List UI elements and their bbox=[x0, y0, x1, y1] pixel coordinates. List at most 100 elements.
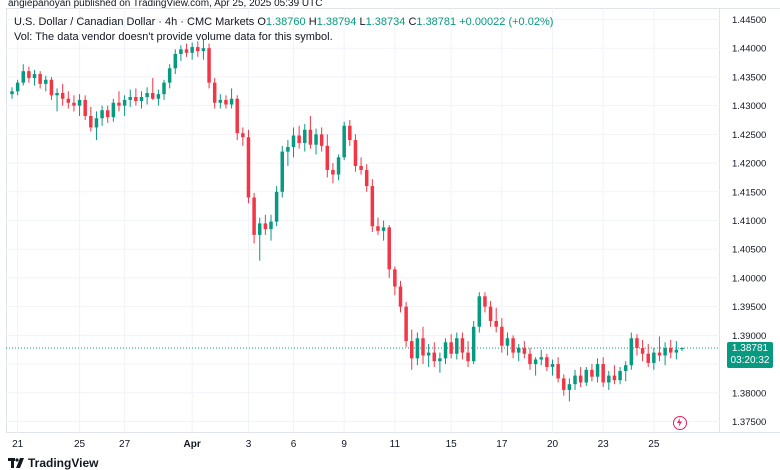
candle bbox=[325, 134, 330, 178]
brand-footer[interactable]: TradingView bbox=[8, 456, 98, 470]
candle-body bbox=[122, 99, 127, 106]
price-axis[interactable] bbox=[720, 8, 780, 433]
candle-body bbox=[27, 71, 31, 79]
candle-body bbox=[308, 129, 313, 145]
candle bbox=[516, 343, 521, 362]
candle-body bbox=[359, 165, 363, 170]
candle-body bbox=[269, 221, 273, 230]
candle bbox=[584, 366, 589, 386]
candle-body bbox=[393, 269, 397, 287]
y-tick-label: 1.43000 bbox=[732, 101, 766, 112]
candle bbox=[348, 119, 352, 146]
candle bbox=[100, 105, 104, 126]
candle-layer bbox=[10, 39, 684, 402]
candle bbox=[657, 336, 662, 362]
candle bbox=[533, 357, 538, 376]
candle bbox=[111, 98, 116, 122]
y-tick-label: 1.38000 bbox=[732, 388, 766, 399]
candle-body bbox=[567, 384, 572, 390]
candle-body bbox=[89, 115, 93, 128]
candle bbox=[410, 329, 414, 370]
candle-body bbox=[680, 348, 684, 350]
candle bbox=[387, 225, 391, 278]
candle-body bbox=[595, 364, 600, 377]
candle-body bbox=[162, 82, 166, 95]
candle-body bbox=[494, 321, 498, 327]
candle-body bbox=[443, 342, 448, 359]
candle bbox=[376, 217, 380, 235]
y-tick-label: 1.42000 bbox=[732, 159, 766, 170]
candle-body bbox=[15, 82, 20, 92]
candle-body bbox=[207, 48, 211, 83]
candle-body bbox=[336, 157, 341, 175]
candle bbox=[212, 78, 217, 109]
y-tick-label: 1.43500 bbox=[732, 72, 766, 83]
candle bbox=[601, 357, 605, 388]
candle-body bbox=[151, 93, 155, 99]
y-tick-label: 1.41000 bbox=[732, 216, 766, 227]
candle-body bbox=[364, 169, 369, 187]
candle bbox=[134, 88, 138, 106]
candle bbox=[668, 339, 673, 359]
candle-body bbox=[257, 223, 262, 235]
legend-ohlc: U.S. Dollar / Canadian Dollar · 4h · CMC… bbox=[14, 16, 553, 28]
symbol-title[interactable]: U.S. Dollar / Canadian Dollar · 4h · CMC… bbox=[14, 16, 255, 28]
candle-body bbox=[477, 296, 482, 327]
candle bbox=[466, 341, 470, 367]
candle bbox=[415, 332, 420, 366]
candle bbox=[179, 45, 183, 61]
candle-body bbox=[562, 378, 566, 390]
candle bbox=[562, 374, 566, 396]
candle-body bbox=[190, 47, 194, 53]
candle-body bbox=[533, 359, 538, 365]
candle-body bbox=[111, 102, 116, 118]
candle bbox=[162, 79, 166, 100]
candle-body bbox=[398, 286, 403, 307]
y-tick-label: 1.40500 bbox=[732, 245, 766, 256]
tradingview-logo-icon bbox=[8, 458, 24, 468]
candle-body bbox=[381, 227, 386, 231]
candle bbox=[443, 338, 448, 365]
x-tick-label: 9 bbox=[341, 439, 347, 450]
candle-body bbox=[184, 49, 189, 53]
candle bbox=[94, 111, 99, 141]
candle bbox=[269, 214, 273, 241]
candle-body bbox=[432, 352, 437, 362]
last-price-badge: 1.38781 03:20:32 bbox=[727, 341, 773, 368]
y-tick-label: 1.42500 bbox=[732, 130, 766, 141]
candle-body bbox=[516, 348, 521, 353]
x-tick-label: 17 bbox=[496, 439, 508, 450]
candle bbox=[184, 43, 189, 57]
candle bbox=[286, 140, 290, 166]
candle bbox=[550, 359, 555, 376]
candle-body bbox=[60, 93, 65, 99]
candle bbox=[145, 87, 149, 105]
candle bbox=[623, 361, 628, 382]
candle bbox=[274, 186, 279, 227]
candle bbox=[128, 89, 132, 107]
candle-body bbox=[370, 186, 375, 227]
candle-body bbox=[134, 97, 138, 102]
candle bbox=[539, 349, 543, 366]
candle bbox=[494, 307, 498, 333]
candle-body bbox=[601, 364, 605, 383]
candle bbox=[421, 326, 425, 365]
candle-body bbox=[32, 74, 37, 79]
candle-body bbox=[545, 357, 549, 367]
candle-body bbox=[314, 134, 318, 145]
candle bbox=[72, 95, 76, 112]
candle-body bbox=[246, 137, 251, 198]
flash-icon[interactable] bbox=[673, 416, 687, 430]
candle-body bbox=[100, 110, 104, 119]
candle bbox=[139, 91, 144, 109]
candle bbox=[83, 95, 87, 120]
last-price-value: 1.38781 bbox=[731, 342, 769, 354]
candle-body bbox=[404, 306, 408, 342]
candle-body bbox=[252, 197, 256, 235]
candle-body bbox=[145, 93, 149, 98]
candle-body bbox=[21, 71, 26, 83]
candle-body bbox=[471, 326, 476, 362]
candle bbox=[60, 83, 65, 106]
